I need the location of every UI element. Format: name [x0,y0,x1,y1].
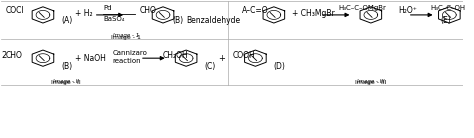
Text: COOH: COOH [232,51,255,60]
Text: reaction: reaction [112,58,141,64]
Text: (E): (E) [440,16,451,25]
Text: + NaOH: + NaOH [75,54,106,63]
Text: Pd: Pd [103,5,111,11]
Text: (B): (B) [62,62,73,71]
Text: CH₂OH: CH₂OH [163,51,189,60]
Text: Image - 1: Image - 1 [111,35,141,40]
Text: Image - III: Image - III [355,80,387,85]
Text: Image - II: Image - II [51,80,81,85]
Text: +: + [219,54,225,63]
Text: H₃C–C–OMgBr: H₃C–C–OMgBr [338,5,386,11]
Text: (C): (C) [205,62,216,71]
Text: CHO: CHO [140,6,157,15]
Text: H₃C–C–OH: H₃C–C–OH [431,5,466,11]
Text: Image - II: Image - II [53,79,79,84]
Text: Image - 1: Image - 1 [113,33,139,38]
Text: A–C=O: A–C=O [242,6,268,15]
Text: (B): (B) [172,16,183,25]
Text: BaSO₄: BaSO₄ [103,16,125,22]
Text: + CH₃MgBr: + CH₃MgBr [292,9,335,18]
Text: Benzaldehyde: Benzaldehyde [186,16,240,25]
Text: 2: 2 [1,51,7,60]
Text: + H₂: + H₂ [75,9,93,18]
Text: COCl: COCl [6,6,25,15]
Text: H₂O⁺: H₂O⁺ [399,6,418,15]
Text: CHO: CHO [6,51,23,60]
Text: (A): (A) [62,16,73,25]
Text: Cannizaro: Cannizaro [112,50,147,56]
Text: (D): (D) [274,62,286,71]
Text: Image - III: Image - III [357,79,384,84]
